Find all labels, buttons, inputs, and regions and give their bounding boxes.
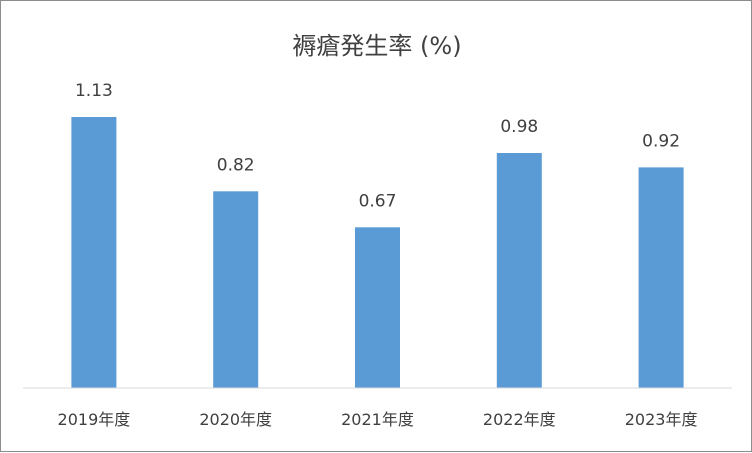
bar-2 bbox=[213, 191, 259, 388]
data-label-4: 0.98 bbox=[500, 117, 538, 137]
x-tick-label-3: 2021年度 bbox=[341, 410, 414, 429]
x-tick-label-5: 2023年度 bbox=[625, 410, 698, 429]
data-label-1: 1.13 bbox=[75, 81, 113, 101]
x-tick-label-1: 2019年度 bbox=[58, 410, 131, 429]
bar-4 bbox=[496, 153, 542, 388]
bar-3 bbox=[355, 227, 400, 388]
data-label-2: 0.82 bbox=[217, 155, 255, 175]
tick-labels: 2019年度 2020年度 2021年度 2022年度 2023年度 bbox=[58, 410, 698, 429]
chart-title: 褥瘡発生率 (%) bbox=[292, 32, 461, 60]
x-tick-label-4: 2022年度 bbox=[483, 410, 556, 429]
bars-layer: 1.13 0.82 0.67 0.98 0.92 bbox=[71, 81, 684, 388]
bar-5 bbox=[638, 167, 684, 388]
x-tick-label-2: 2020年度 bbox=[199, 410, 272, 429]
data-label-5: 0.92 bbox=[642, 131, 680, 151]
bar-1 bbox=[71, 117, 117, 388]
data-label-3: 0.67 bbox=[359, 191, 397, 211]
